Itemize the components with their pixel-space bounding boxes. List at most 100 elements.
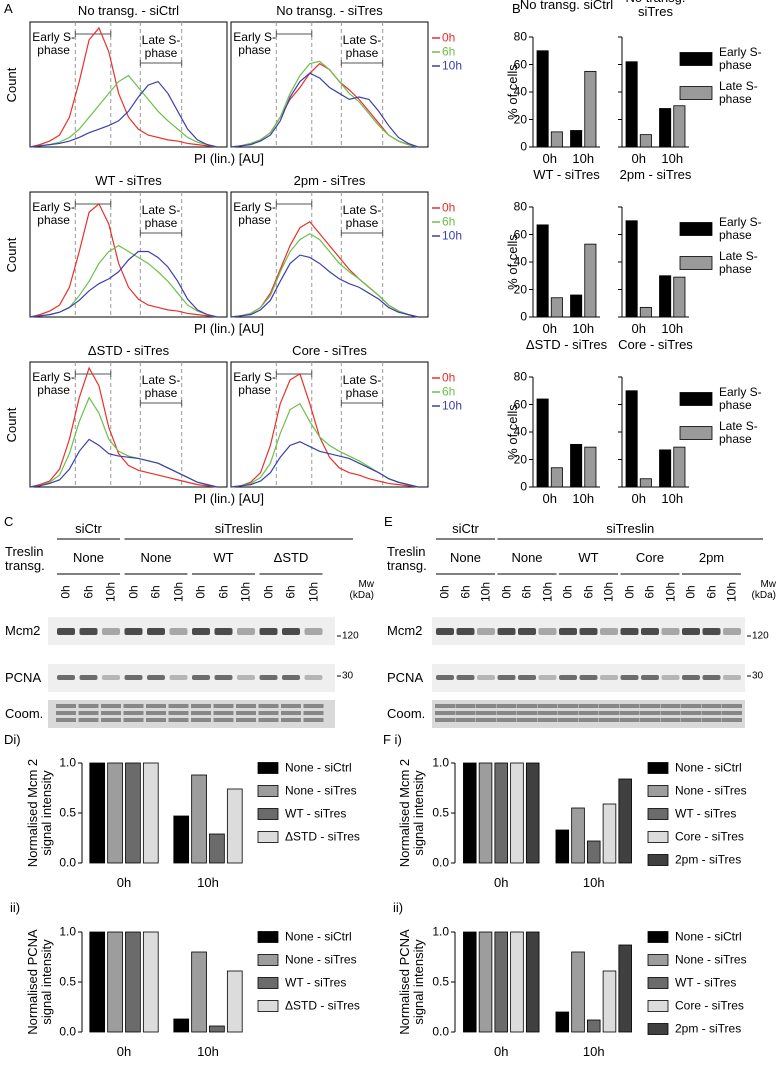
legend-label: 0h <box>442 200 456 215</box>
lane-label: 0h <box>193 585 208 599</box>
blot-band <box>600 675 618 680</box>
bar <box>510 762 524 864</box>
blot-band <box>518 675 536 680</box>
blot-band <box>722 711 742 715</box>
gate-bracket <box>139 60 183 66</box>
blot-band <box>558 704 578 708</box>
annotation: Early S-phase <box>32 30 75 57</box>
blot-band <box>722 718 742 722</box>
lane-label: 10h <box>540 581 554 603</box>
bar <box>570 443 583 488</box>
blot-band <box>123 718 144 722</box>
y-tick-label: 80 <box>513 199 527 214</box>
blot-band <box>619 711 640 715</box>
x-tick-label: 0h <box>631 321 646 336</box>
blot-band <box>168 704 189 708</box>
plot-frame <box>29 191 228 318</box>
x-tick-label: 0h <box>542 321 557 336</box>
legend-swatch <box>679 392 713 406</box>
lane-label: 0h <box>622 585 636 599</box>
blot-band <box>101 711 121 715</box>
x-tick-label: 0h <box>631 151 646 166</box>
legend-label: None - siCtrl <box>675 760 742 775</box>
legend-label: Late S-phase <box>719 79 758 106</box>
bar <box>618 944 632 1033</box>
lane-label: 0h <box>437 585 452 599</box>
blot-band <box>579 628 598 635</box>
annotation: Early S-phase <box>233 370 276 397</box>
y-axis-label: % of cells <box>505 234 520 290</box>
legend-label: None - siTres <box>285 952 357 967</box>
blot-band <box>681 704 701 708</box>
y-axis-label: Normalised Mcm 2 signal intensity <box>25 758 54 868</box>
y-tick-label: 0 <box>520 139 527 154</box>
legend-swatch <box>257 954 279 966</box>
blot-band <box>723 628 741 635</box>
bar <box>173 815 190 864</box>
bar <box>625 390 638 488</box>
x-tick-label: 10h <box>582 1044 605 1059</box>
blot-band <box>78 718 99 722</box>
lane-label: 0h <box>58 585 73 599</box>
legend-swatch <box>679 256 713 270</box>
legend-swatch <box>257 762 279 774</box>
x-tick-label: 0h <box>542 151 557 166</box>
blot-band <box>681 718 701 722</box>
bar <box>673 446 686 488</box>
blot-band <box>619 718 640 722</box>
gate-bracket <box>275 31 313 37</box>
y-tick-label: 0.0 <box>59 1024 76 1039</box>
legend-label: Early S-phase <box>719 45 762 72</box>
blot-band <box>661 628 680 635</box>
chart-title: ΔSTD - siTres <box>525 337 608 352</box>
panel-label: B <box>512 1 521 16</box>
blot-band <box>682 675 700 680</box>
bar <box>478 762 493 864</box>
bar <box>191 774 207 864</box>
lane-label: 0h <box>683 585 698 599</box>
legend-label: WT - siTres <box>285 806 347 821</box>
blot-band <box>124 675 143 680</box>
y-tick-label: 60 <box>513 57 527 71</box>
lane-label: 0h <box>261 585 275 599</box>
row-header: Treslin transg. <box>5 544 45 573</box>
sirna-label: siCtr <box>75 521 102 536</box>
blot-band <box>537 718 558 722</box>
blot-band <box>641 628 659 635</box>
x-tick-label: 0h <box>494 875 509 890</box>
row-label: Mcm2 <box>5 623 41 638</box>
bar <box>536 398 549 488</box>
blot-band <box>191 704 211 708</box>
blot-band <box>517 718 537 722</box>
plot-frame <box>230 361 429 488</box>
panel-label: F i) <box>383 732 402 747</box>
bar <box>478 931 493 1033</box>
blot-band <box>455 704 476 708</box>
lane-label: 6h <box>216 585 230 599</box>
histogram-line <box>29 438 218 488</box>
x-axis-label: PI (lin.) [AU] <box>193 151 265 166</box>
bar <box>584 70 597 148</box>
legend-label: None - siTres <box>675 783 747 798</box>
legend-swatch <box>647 1023 669 1035</box>
y-tick-label: 60 <box>513 397 527 411</box>
y-tick-label: 40 <box>513 254 527 269</box>
legend-label: WT - siTres <box>285 975 347 990</box>
y-axis-label: Count <box>4 67 19 102</box>
legend-label: None - siCtrl <box>675 929 742 944</box>
legend-label: 6h <box>442 214 456 229</box>
x-tick-label: 10h <box>582 875 605 890</box>
y-tick-label: 80 <box>513 369 527 384</box>
histogram-line <box>230 232 419 318</box>
blot-band <box>496 704 517 708</box>
chart-title: No transg. - siTres <box>276 3 383 18</box>
bar <box>209 833 225 864</box>
blot-band <box>102 675 120 680</box>
legend-swatch <box>647 931 669 943</box>
blot-band <box>517 711 537 715</box>
y-tick-label: 0.5 <box>59 974 76 989</box>
lane-label: 6h <box>519 585 534 599</box>
y-tick-label: 0.0 <box>432 855 449 870</box>
legend-label: 2pm - siTres <box>675 852 742 867</box>
blot-band <box>723 675 741 680</box>
